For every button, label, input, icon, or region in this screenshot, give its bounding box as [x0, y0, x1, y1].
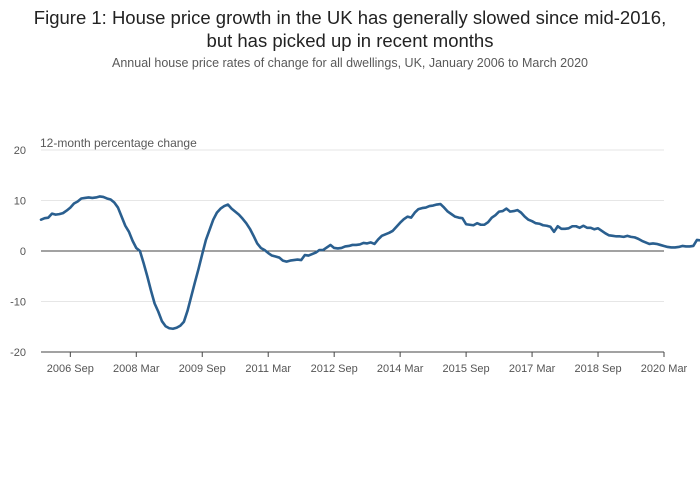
y-tick-label: 0 — [20, 246, 26, 258]
x-tick-label: 2009 Sep — [179, 363, 226, 375]
y-tick-label: 20 — [14, 145, 26, 157]
y-tick-label: 10 — [14, 196, 26, 208]
series-line — [39, 195, 700, 331]
x-tick-label: 2014 Mar — [377, 363, 424, 375]
y-tick-label: -10 — [10, 297, 26, 309]
y-axis-label: 12-month percentage change — [40, 136, 197, 150]
x-tick-label: 2011 Mar — [245, 363, 291, 375]
chart-title: Figure 1: House price growth in the UK h… — [33, 7, 667, 51]
x-tick-label: 2006 Sep — [47, 363, 94, 375]
gridlines — [41, 149, 664, 353]
x-tick-label: 2015 Sep — [443, 363, 490, 375]
x-tick-label: 2012 Sep — [311, 363, 358, 375]
y-tick-label: -20 — [10, 347, 26, 359]
chart-subtitle: Annual house price rates of change for a… — [112, 56, 588, 70]
x-tick-label: 2020 Mar — [641, 363, 688, 375]
x-axis-ticks: 2006 Sep 2008 Mar 2009 Sep 2011 Mar 2012 Sep… — [47, 352, 688, 375]
series-layer — [39, 195, 700, 331]
x-tick-label: 2017 Mar — [509, 363, 556, 375]
y-axis-ticks: 20 10 0 -10 -20 — [10, 145, 26, 359]
x-tick-label: 2018 Sep — [574, 363, 621, 375]
x-tick-label: 2008 Mar — [113, 363, 160, 375]
